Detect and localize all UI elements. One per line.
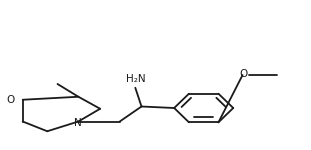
Text: N: N [75,117,82,128]
Text: O: O [239,69,248,79]
Text: H₂N: H₂N [127,74,146,84]
Text: O: O [7,95,15,105]
